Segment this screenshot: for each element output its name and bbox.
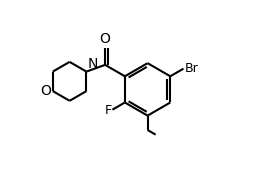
Text: F: F bbox=[104, 104, 112, 117]
Text: Br: Br bbox=[184, 62, 198, 75]
Text: O: O bbox=[40, 84, 51, 98]
Text: N: N bbox=[88, 57, 98, 71]
Text: O: O bbox=[100, 32, 110, 46]
